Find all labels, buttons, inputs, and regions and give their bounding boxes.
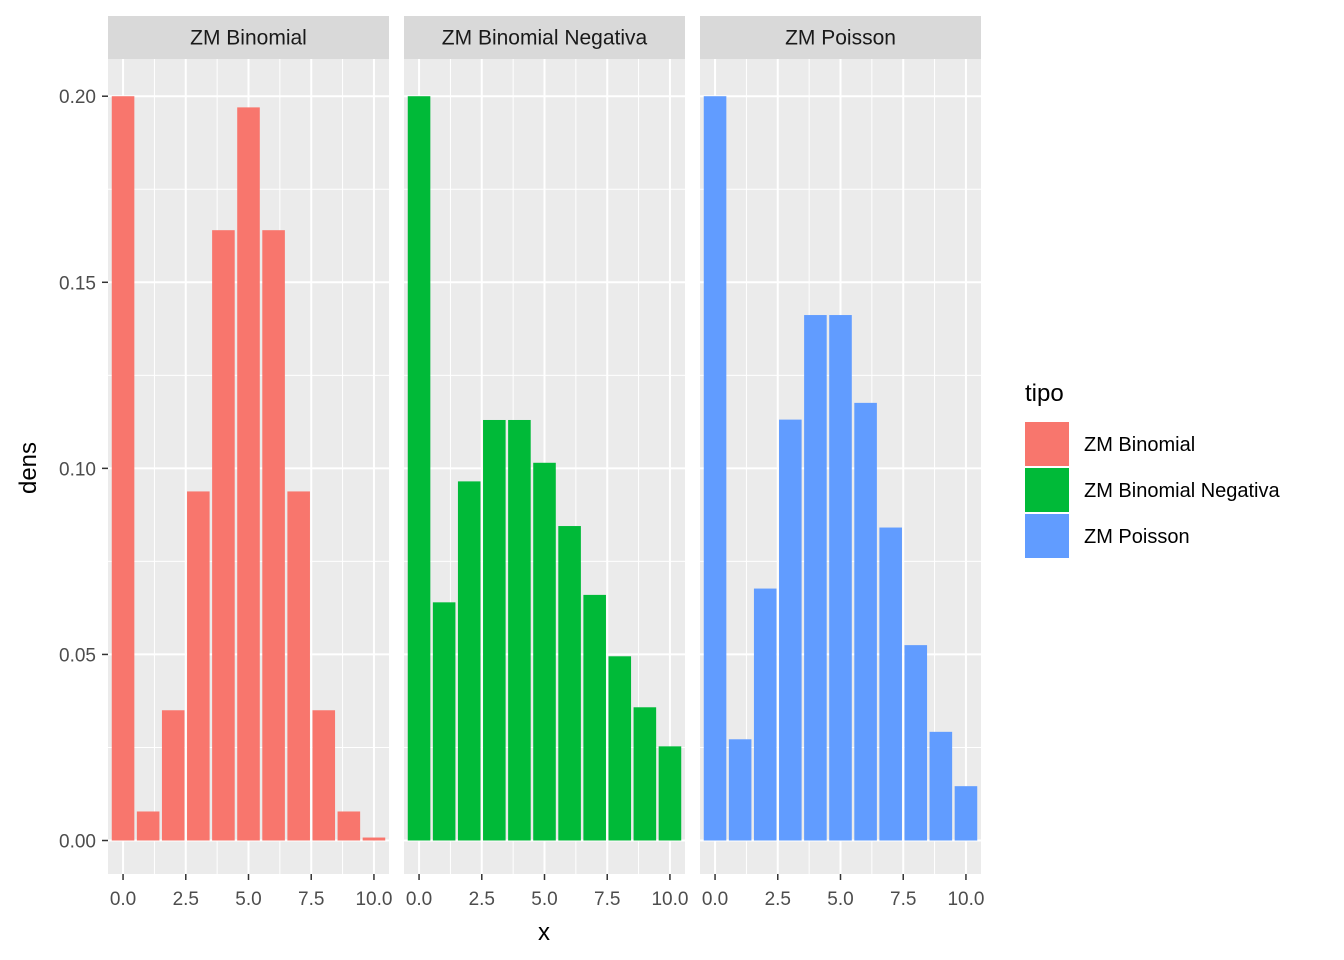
legend-key <box>1025 514 1069 558</box>
x-tick-label: 7.5 <box>890 889 916 910</box>
bar <box>508 419 531 841</box>
bar <box>879 527 902 841</box>
legend-label: ZM Binomial Negativa <box>1084 480 1281 502</box>
bar <box>608 656 632 841</box>
bar <box>633 707 657 841</box>
bar <box>407 96 431 841</box>
bar <box>658 746 682 841</box>
y-tick-label: 0.20 <box>59 87 96 108</box>
facet-panel: ZM Binomial 0.0 2.5 5.0 7.5 10.0 <box>108 16 392 910</box>
legend-items: ZM Binomial ZM Binomial Negativa ZM Poisso… <box>1025 422 1281 558</box>
y-axis: 0.00 0.05 0.10 0.15 0.20 <box>59 87 108 853</box>
legend-key <box>1025 422 1069 466</box>
bar <box>287 491 310 841</box>
x-axis-title: x <box>538 919 550 946</box>
legend-label: ZM Binomial <box>1084 434 1195 456</box>
x-tick-label: 2.5 <box>765 889 791 910</box>
facet-panel: ZM Binomial Negativa 0.0 2.5 5.0 7.5 10.0 <box>404 16 688 910</box>
bar <box>362 837 386 841</box>
bar <box>929 731 953 841</box>
bar <box>804 315 827 841</box>
bar <box>703 96 727 841</box>
bar <box>558 526 581 841</box>
legend-label: ZM Poisson <box>1084 526 1190 548</box>
facet-strip <box>404 16 685 59</box>
bar <box>212 230 235 841</box>
bar <box>312 710 336 841</box>
x-tick-label: 7.5 <box>594 889 620 910</box>
legend-title: tipo <box>1025 380 1064 407</box>
x-tick-label: 10.0 <box>355 889 392 910</box>
facet-panel: ZM Poisson 0.0 2.5 5.0 7.5 10.0 <box>700 16 984 910</box>
facet-strip <box>108 16 389 59</box>
bar <box>483 419 506 841</box>
x-tick-label: 2.5 <box>173 889 199 910</box>
bar <box>187 491 210 841</box>
bar <box>136 811 160 841</box>
bar <box>728 739 752 841</box>
bar <box>457 481 481 841</box>
facet-strip-label: ZM Poisson <box>785 27 896 50</box>
y-axis-title: dens <box>15 442 42 494</box>
bar <box>779 419 802 841</box>
y-tick-label: 0.00 <box>59 832 96 853</box>
legend: tipo ZM Binomial ZM Binomial Negativa ZM P… <box>1025 380 1281 558</box>
bar <box>262 230 285 841</box>
bar <box>854 402 877 841</box>
bar <box>432 602 456 841</box>
bar <box>237 107 260 841</box>
x-tick-label: 2.5 <box>469 889 495 910</box>
facet-strip-label: ZM Binomial Negativa <box>442 27 648 50</box>
y-tick-label: 0.05 <box>59 645 96 666</box>
x-tick-label: 5.0 <box>235 889 261 910</box>
bar <box>533 462 556 841</box>
bar <box>161 710 185 841</box>
x-tick-label: 0.0 <box>110 889 136 910</box>
facet-strip-label: ZM Binomial <box>190 27 307 50</box>
x-tick-label: 10.0 <box>947 889 984 910</box>
y-tick-label: 0.10 <box>59 459 96 480</box>
bar <box>954 786 978 841</box>
x-tick-label: 7.5 <box>298 889 324 910</box>
x-tick-label: 10.0 <box>651 889 688 910</box>
bar <box>904 645 928 841</box>
bar <box>583 594 606 841</box>
x-tick-label: 5.0 <box>531 889 557 910</box>
x-tick-label: 0.0 <box>406 889 432 910</box>
x-tick-label: 0.0 <box>702 889 728 910</box>
bar <box>111 96 135 841</box>
facet-strip <box>700 16 981 59</box>
bar <box>753 588 777 841</box>
bar <box>829 315 852 841</box>
x-tick-label: 5.0 <box>827 889 853 910</box>
bar <box>337 811 361 841</box>
y-tick-label: 0.15 <box>59 273 96 294</box>
legend-key <box>1025 468 1069 512</box>
